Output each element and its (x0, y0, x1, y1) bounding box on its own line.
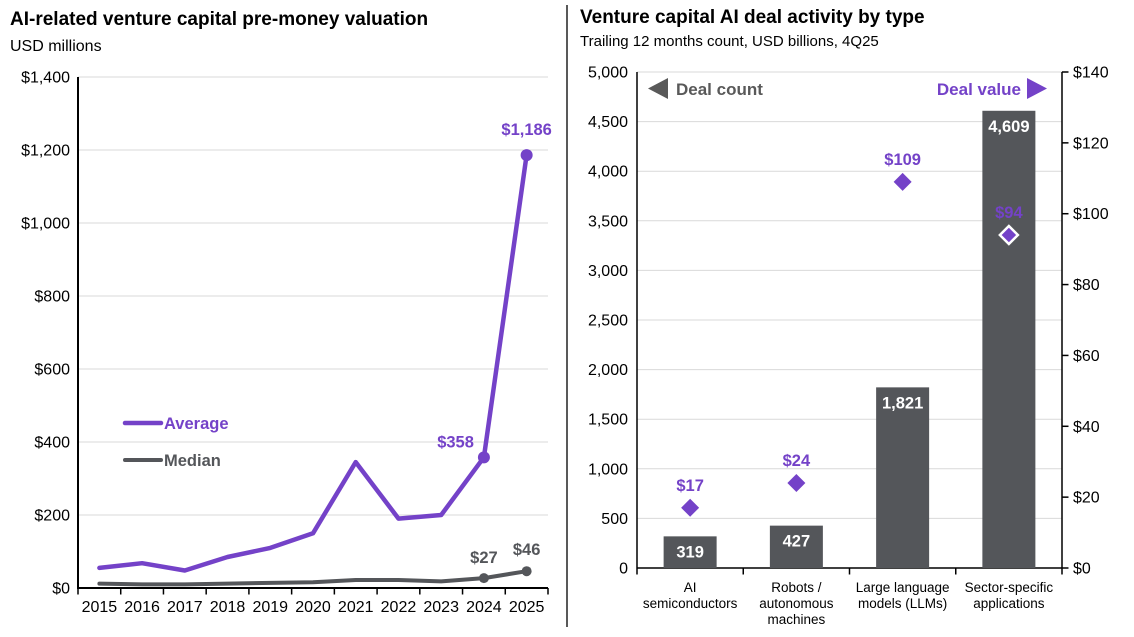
average-point-marker (477, 451, 490, 464)
left-axis-tick-label: 500 (601, 511, 628, 528)
y-axis-tick-label: $1,200 (21, 143, 70, 160)
category-label: autonomous (759, 596, 834, 611)
category-label: applications (973, 596, 1045, 611)
category-label: Sector-specific (965, 580, 1054, 595)
x-axis-tick-label: 2017 (167, 599, 203, 616)
x-axis-tick-label: 2021 (338, 599, 374, 616)
legend-label-deal-value: Deal value (937, 80, 1021, 99)
point-value-label: $94 (995, 204, 1023, 222)
left-axis-tick-label: 1,000 (588, 461, 628, 478)
deal-value-diamond (998, 224, 1020, 246)
deal-count-bar (663, 536, 717, 568)
x-axis-tick-label: 2019 (252, 599, 288, 616)
y-axis-tick-label: $800 (34, 289, 70, 306)
average-data-label: $1,186 (501, 121, 551, 139)
category-label: AI (684, 580, 697, 595)
right-axis-tick-label: $60 (1073, 348, 1100, 365)
bar-value-label: 4,609 (988, 118, 1029, 136)
y-axis-tick-label: $1,400 (21, 70, 70, 87)
y-axis-tick-label: $200 (34, 508, 70, 525)
x-axis-tick-label: 2023 (423, 599, 459, 616)
category-label: Robots / (771, 580, 822, 595)
deal-activity-chart-panel: Venture capital AI deal activity by type… (568, 0, 1134, 637)
legend-label-median: Median (164, 452, 221, 470)
left-axis-tick-label: 1,500 (588, 412, 628, 429)
median-point-marker (478, 573, 489, 584)
left-axis-tick-label: 5,000 (588, 65, 628, 82)
right-chart-subtitle: Trailing 12 months count, USD billions, … (580, 33, 879, 50)
valuation-line-chart: $0 $200 $400 $600 $800 $1,000 $1,200 $1,400 2015… (21, 70, 552, 617)
left-chart-title: AI-related venture capital pre-money val… (10, 9, 429, 30)
right-axis-tick-label: $80 (1073, 277, 1100, 294)
category-label: machines (767, 612, 825, 627)
deal-value-diamond (893, 172, 912, 191)
left-axis-tick-label: 0 (619, 561, 628, 578)
deal-activity-bar-chart: 0 500 1,000 1,500 2,000 2,500 3,000 3,500 4,000 4… (588, 65, 1109, 628)
point-value-label: $17 (676, 477, 704, 495)
x-axis-tick-label: 2018 (210, 599, 246, 616)
left-axis-tick-label: 2,000 (588, 362, 628, 379)
valuation-chart-panel: AI-related venture capital pre-money val… (0, 0, 566, 637)
y-axis-tick-label: $0 (52, 581, 70, 598)
x-axis-tick-label: 2015 (82, 599, 118, 616)
right-axis-tick-label: $20 (1073, 490, 1100, 507)
deal-value-diamond (787, 473, 806, 492)
category-label: models (LLMs) (858, 596, 947, 611)
left-chart-subtitle: USD millions (10, 38, 102, 55)
left-axis-tick-label: 3,000 (588, 263, 628, 280)
y-axis-tick-label: $1,000 (21, 216, 70, 233)
bar-value-label: 1,821 (882, 394, 923, 412)
deal-value-right-arrow-icon (1027, 78, 1047, 99)
bar-value-label: 427 (783, 533, 811, 551)
median-point-marker (521, 566, 532, 577)
right-axis-tick-label: $0 (1073, 561, 1091, 578)
deal-count-bar (982, 110, 1036, 568)
legend-label-average: Average (164, 415, 229, 433)
x-axis-tick-label: 2025 (509, 599, 545, 616)
deal-value-diamond (681, 498, 700, 517)
point-value-label: $109 (884, 151, 921, 169)
deal-count-bar (876, 387, 930, 568)
left-axis-tick-label: 4,000 (588, 164, 628, 181)
panel-divider (566, 5, 568, 627)
x-axis-tick-label: 2020 (295, 599, 331, 616)
category-label: Large language (856, 580, 950, 595)
deal-count-bar (769, 525, 823, 568)
median-data-label: $27 (470, 549, 498, 567)
x-axis-tick-label: 2024 (466, 599, 502, 616)
left-axis-tick-label: 3,500 (588, 213, 628, 230)
average-line (97, 152, 529, 573)
right-axis-tick-label: $140 (1073, 65, 1109, 82)
point-value-label: $24 (783, 452, 811, 470)
deal-count-left-arrow-icon (648, 78, 668, 99)
y-axis-tick-label: $400 (34, 435, 70, 452)
y-axis-tick-label: $600 (34, 362, 70, 379)
average-point-marker (520, 149, 533, 162)
x-axis-tick-label: 2016 (124, 599, 160, 616)
median-data-label: $46 (513, 541, 541, 559)
left-axis-tick-label: 4,500 (588, 114, 628, 131)
right-chart-title: Venture capital AI deal activity by type (580, 7, 925, 28)
x-axis-tick-label: 2022 (381, 599, 417, 616)
right-axis-tick-label: $120 (1073, 135, 1109, 152)
right-axis-tick-label: $100 (1073, 206, 1109, 223)
median-line (97, 569, 529, 587)
left-axis-tick-label: 2,500 (588, 313, 628, 330)
right-axis-tick-label: $40 (1073, 419, 1100, 436)
category-label: semiconductors (643, 596, 738, 611)
legend-label-deal-count: Deal count (676, 80, 763, 99)
bar-value-label: 319 (676, 543, 704, 561)
average-data-label: $358 (437, 433, 474, 451)
